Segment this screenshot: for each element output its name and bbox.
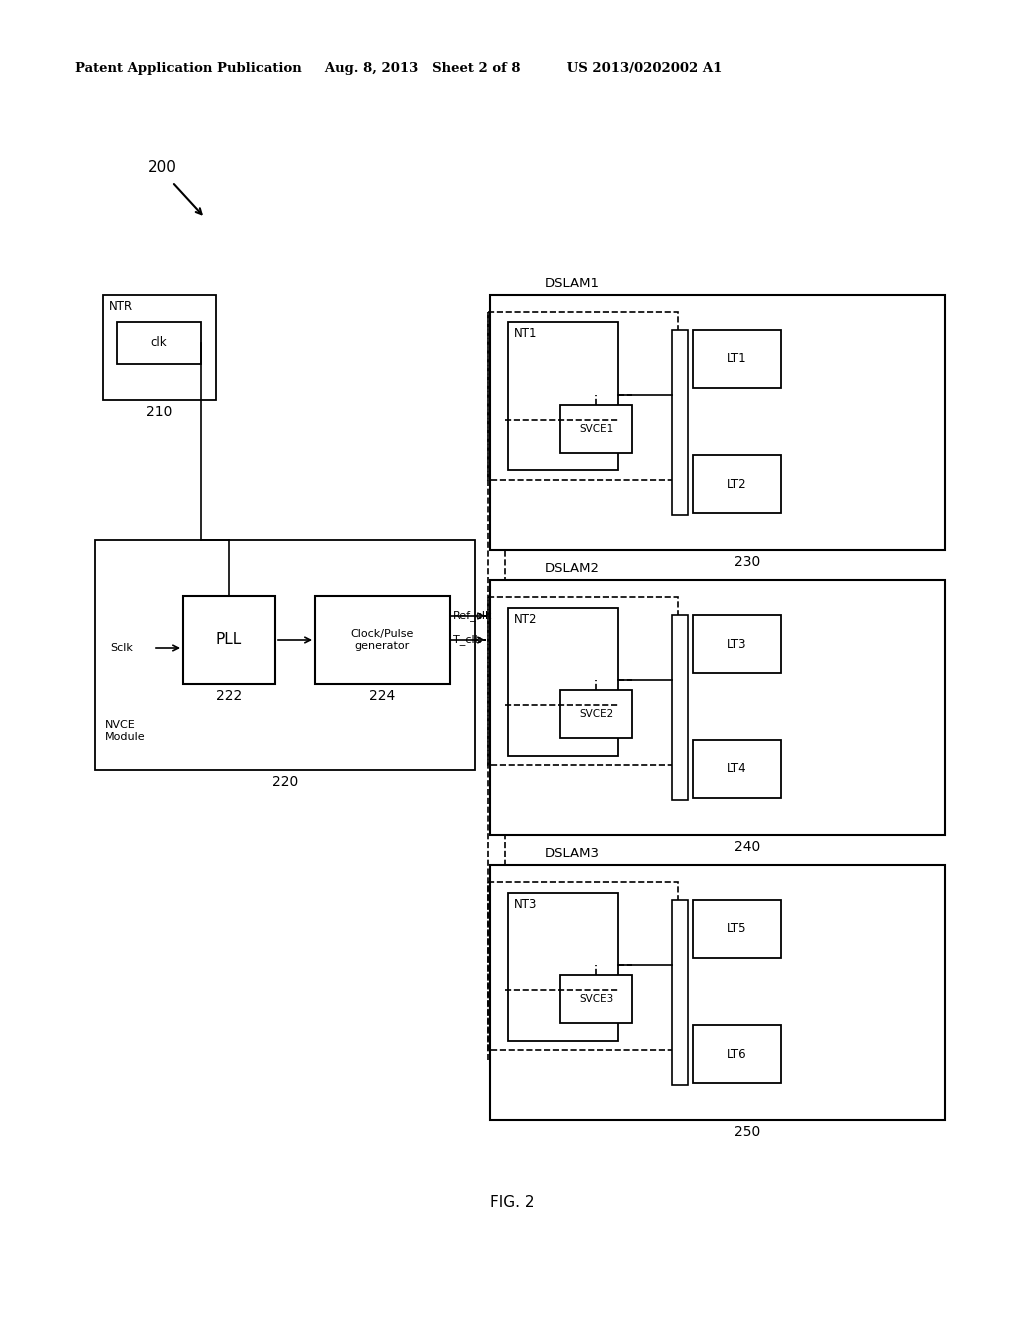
Text: SVCE1: SVCE1	[579, 424, 613, 434]
Bar	[693, 615, 781, 673]
Bar	[560, 690, 632, 738]
Text: LT2: LT2	[727, 478, 746, 491]
Text: PLL: PLL	[216, 632, 242, 648]
Bar	[560, 975, 632, 1023]
Text: NVCE
Module: NVCE Module	[105, 719, 145, 742]
Bar	[560, 405, 632, 453]
Bar	[672, 330, 688, 515]
Bar	[508, 609, 618, 756]
Bar	[693, 1026, 781, 1082]
Text: clk: clk	[151, 337, 167, 350]
Bar	[490, 865, 945, 1119]
Text: DSLAM2: DSLAM2	[545, 562, 600, 576]
Text: FIG. 2: FIG. 2	[489, 1195, 535, 1210]
Text: SVCE3: SVCE3	[579, 994, 613, 1005]
Text: LT4: LT4	[727, 763, 746, 776]
Bar	[672, 900, 688, 1085]
Bar	[508, 322, 618, 470]
Text: NTR: NTR	[109, 300, 133, 313]
Text: T_clk: T_clk	[453, 635, 481, 645]
Text: DSLAM3: DSLAM3	[545, 847, 600, 861]
Text: 220: 220	[272, 775, 298, 789]
Bar	[117, 322, 201, 364]
Text: SVCE2: SVCE2	[579, 709, 613, 719]
Text: DSLAM1: DSLAM1	[545, 277, 600, 290]
Text: NT3: NT3	[514, 898, 538, 911]
Bar	[488, 882, 678, 1049]
Bar	[693, 741, 781, 799]
Text: LT1: LT1	[727, 352, 746, 366]
Bar	[488, 312, 678, 480]
Text: 210: 210	[145, 405, 172, 418]
Bar	[693, 900, 781, 958]
Text: LT3: LT3	[727, 638, 746, 651]
Text: Sclk: Sclk	[110, 643, 133, 653]
Text: NT1: NT1	[514, 327, 538, 341]
Bar	[488, 597, 678, 766]
Text: 224: 224	[369, 689, 395, 704]
Text: Ref_clk: Ref_clk	[453, 611, 493, 622]
Bar	[103, 294, 216, 400]
Bar	[693, 330, 781, 388]
Bar	[693, 455, 781, 513]
Bar	[95, 540, 475, 770]
Text: 222: 222	[216, 689, 242, 704]
Text: 200: 200	[148, 160, 177, 176]
Bar	[672, 615, 688, 800]
Bar	[490, 579, 945, 836]
Bar	[183, 597, 275, 684]
Bar	[315, 597, 450, 684]
Text: NT2: NT2	[514, 612, 538, 626]
Text: 250: 250	[734, 1125, 760, 1139]
Text: LT6: LT6	[727, 1048, 746, 1060]
Text: 230: 230	[734, 554, 760, 569]
Text: Clock/Pulse
generator: Clock/Pulse generator	[350, 630, 414, 651]
Bar	[490, 294, 945, 550]
Bar	[508, 894, 618, 1041]
Text: 240: 240	[734, 840, 760, 854]
Text: Patent Application Publication     Aug. 8, 2013   Sheet 2 of 8          US 2013/: Patent Application Publication Aug. 8, 2…	[75, 62, 722, 75]
Text: LT5: LT5	[727, 923, 746, 936]
